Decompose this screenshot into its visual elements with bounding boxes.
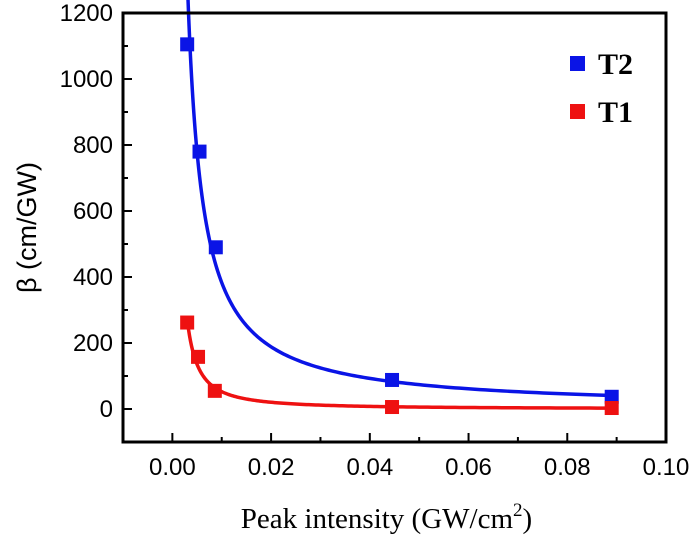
- fit-curve-t1: [185, 319, 612, 410]
- x-tick-label: 0.08: [544, 454, 591, 481]
- y-tick-label: 0: [100, 396, 113, 423]
- x-tick-label: 0.02: [248, 454, 295, 481]
- x-tick-label: 0.04: [346, 454, 393, 481]
- x-axis-label-superscript: 2: [513, 500, 523, 521]
- y-tick-label: 600: [73, 198, 113, 225]
- data-point-t1: [385, 400, 400, 415]
- ticks: 0.00 0.02 0.04 0.06 0.08 0.10 0 200 400 600 800 100…: [60, 0, 690, 481]
- fit-curves: [185, 0, 612, 410]
- data-point-t1: [604, 401, 619, 416]
- y-axis-label: β (cm/GW): [12, 162, 42, 293]
- x-tick-label: 0.10: [643, 454, 690, 481]
- legend-marker-t1: [570, 104, 585, 119]
- y-tick-label: 800: [73, 132, 113, 159]
- fit-curve-t2: [186, 0, 612, 398]
- data-point-t2: [385, 372, 400, 387]
- data-point-t2: [208, 240, 223, 255]
- data-point-t1: [191, 349, 206, 364]
- plot-frame: [121, 11, 668, 444]
- x-axis-label-main: Peak intensity (GW/cm: [241, 503, 514, 535]
- x-axis-label-end: ): [523, 503, 533, 535]
- data-point-t1: [180, 315, 195, 330]
- y-tick-label: 1200: [60, 0, 113, 27]
- x-tick-label: 0.06: [445, 454, 492, 481]
- data-point-t2: [604, 389, 619, 404]
- legend-label-t1: T1: [598, 96, 633, 129]
- x-tick-label: 0.00: [149, 454, 196, 481]
- data-point-t1: [207, 383, 222, 398]
- data-point-t2: [192, 144, 207, 159]
- y-tick-label: 200: [73, 330, 113, 357]
- legend-label-t2: T2: [598, 48, 633, 81]
- data-point-t2: [180, 37, 195, 52]
- legend-marker-t2: [570, 56, 585, 71]
- y-tick-label: 1000: [60, 66, 113, 93]
- x-axis-label: Peak intensity (GW/cm2): [241, 500, 532, 535]
- y-tick-label: 400: [73, 264, 113, 291]
- data-points: [180, 37, 619, 416]
